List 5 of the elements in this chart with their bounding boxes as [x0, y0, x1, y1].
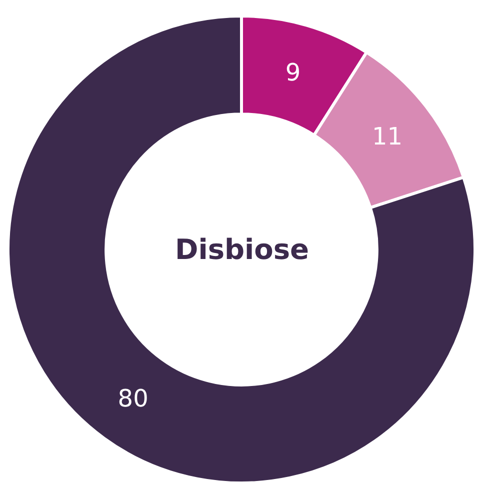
- donut-slice: [6, 14, 476, 484]
- data-label: 80: [118, 384, 148, 413]
- text: Disbiose: [175, 233, 310, 266]
- data-label: 9: [285, 58, 301, 86]
- data-label: 11: [372, 122, 403, 150]
